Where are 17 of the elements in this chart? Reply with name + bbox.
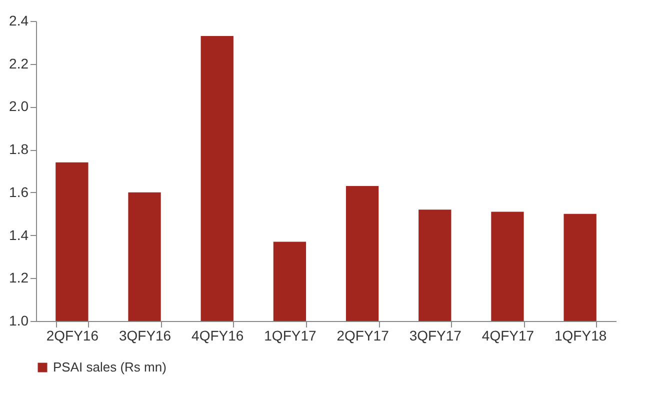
y-tick-label: 1.2 — [9, 270, 29, 286]
y-tick-label: 2.4 — [9, 12, 29, 28]
x-tick-label: 3QFY16 — [118, 328, 172, 344]
x-tick-label: 2QFY16 — [46, 328, 99, 344]
x-tick-label: 1QFY18 — [554, 328, 607, 344]
x-tick-label: 4QFY16 — [192, 328, 244, 344]
legend-label: PSAI sales (Rs mn) — [53, 360, 166, 374]
y-tick-label: 2.2 — [9, 55, 29, 72]
y-tick-label: 2.0 — [9, 98, 29, 114]
y-tick-label: 1.6 — [9, 184, 29, 200]
x-tick-label: 3QFY17 — [409, 328, 462, 344]
x-tick-label: 2QFY17 — [336, 328, 390, 344]
y-tick-label: 1.0 — [9, 312, 29, 328]
x-tick-label: 4QFY17 — [482, 328, 534, 344]
x-tick-label: 1QFY17 — [264, 328, 316, 344]
y-tick-label: 1.4 — [9, 226, 29, 243]
y-tick-label: 1.8 — [9, 141, 29, 158]
